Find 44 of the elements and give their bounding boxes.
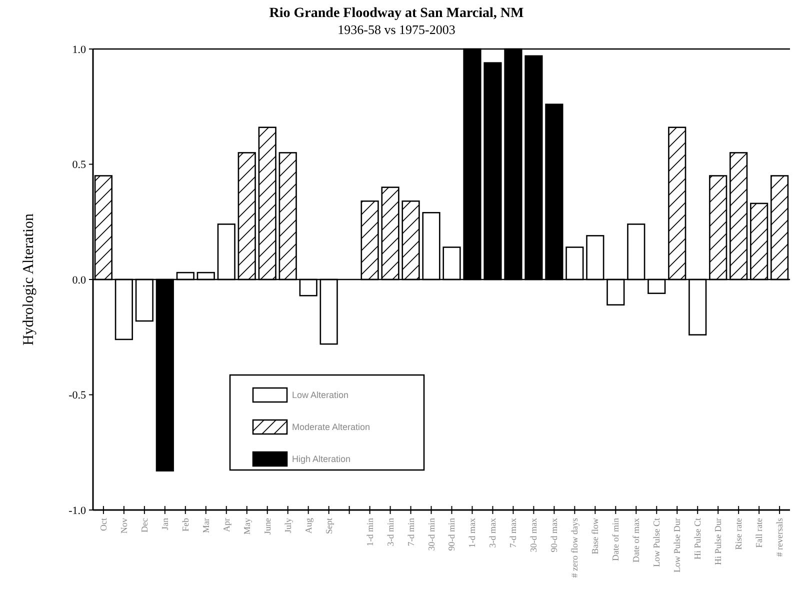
x-tick-label: Fall rate xyxy=(754,518,764,548)
x-tick-label: Rise rate xyxy=(734,518,744,550)
legend-label: Moderate Alteration xyxy=(292,422,370,432)
y-tick-label: -1.0 xyxy=(68,504,86,517)
legend-label: Low Alteration xyxy=(292,390,349,400)
x-tick-label: Hi Pulse Dur xyxy=(713,518,724,565)
x-tick-label: Low Pulse Dur xyxy=(672,518,682,572)
x-tick-label: Aug xyxy=(303,518,314,534)
x-tick-label: Oct xyxy=(98,518,108,531)
x-tick-label: Base flow xyxy=(590,518,600,554)
x-tick-label: Hi Pulse Ct xyxy=(692,518,703,560)
y-axis-title: Hydrologic Alteration xyxy=(21,212,37,346)
x-tick-label: 90-d min xyxy=(446,518,457,551)
x-tick-label: 1-d min xyxy=(364,518,375,546)
legend-label: High Alteration xyxy=(292,454,351,464)
x-tick-label: Date of min xyxy=(610,518,621,561)
x-tick-label: May xyxy=(242,518,252,534)
x-tick-label: Dec xyxy=(139,518,150,532)
x-tick-label: 7-d max xyxy=(508,518,518,548)
x-tick-label: # zero flow days xyxy=(570,518,580,578)
x-tick-label: 90-d max xyxy=(549,518,560,552)
x-tick-label: Date of max xyxy=(631,518,642,562)
x-tick-label: 3-d max xyxy=(488,518,498,548)
x-tick-label: Low Pulse Ct xyxy=(652,518,662,568)
x-tick-label: 30-d min xyxy=(426,518,436,551)
x-tick-label: 7-d min xyxy=(406,518,416,546)
y-tick-label: 0.5 xyxy=(72,159,86,172)
x-tick-label: 30-d max xyxy=(528,518,539,552)
x-tick-label: Mar xyxy=(200,518,211,533)
x-tick-label: Apr xyxy=(221,518,232,532)
y-tick-label: -0.5 xyxy=(68,390,86,402)
y-tick-label: 0.0 xyxy=(72,274,86,286)
x-tick-label: Sept xyxy=(324,518,334,534)
chart-subtitle: 1936-58 vs 1975-2003 xyxy=(338,22,456,37)
x-tick-label: Jan xyxy=(160,518,170,530)
x-tick-label: Nov xyxy=(118,518,129,534)
y-tick-label: 1.0 xyxy=(72,44,86,56)
chart-title: Rio Grande Floodway at San Marcial, NM xyxy=(269,6,524,21)
x-tick-label: July xyxy=(282,518,293,534)
x-tick-label: 1-d max xyxy=(467,518,478,548)
x-tick-label: June xyxy=(262,518,272,534)
x-tick-label: # reversals xyxy=(774,518,785,557)
x-tick-label: 3-d min xyxy=(385,518,396,546)
x-tick-label: Feb xyxy=(180,518,190,532)
